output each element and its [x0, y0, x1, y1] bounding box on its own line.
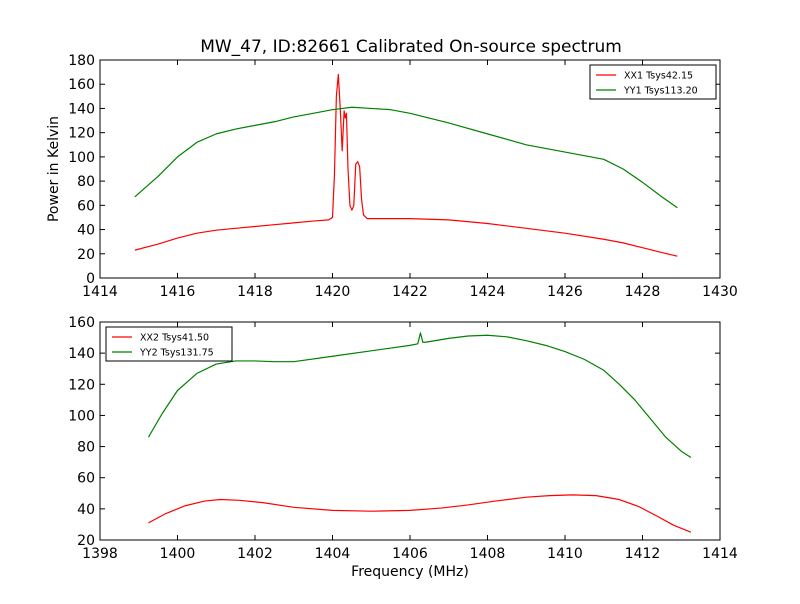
x-tick-label: 1404: [315, 546, 351, 562]
chart-title: MW_47, ID:82661 Calibrated On-source spe…: [200, 37, 622, 57]
legend: XX2 Tsys41.50 YY2 Tsys131.75: [105, 326, 233, 362]
bottom-panel: 1398 1400 1402 1404 1406 1408 1410 1412 1414 20 40…: [68, 315, 738, 562]
series-line-1: [134, 73, 678, 257]
x-tick-label: 1414: [702, 546, 738, 562]
top-panel: 1414 1416 1418 1420 1422 1424 1426 1428 1430 0 20 4…: [68, 53, 738, 300]
y-tick-label: 100: [68, 408, 95, 424]
y-tick-label: 140: [68, 346, 95, 362]
series-line-2: [134, 106, 678, 209]
y-tick-label: 60: [77, 198, 95, 214]
legend-label-2: YY1 Tsys113.20: [623, 86, 698, 97]
y-tick-label: 40: [77, 223, 95, 239]
x-tick-label: 1400: [160, 546, 196, 562]
legend-box: [589, 64, 717, 100]
y-tick-label: 120: [68, 126, 95, 142]
x-axis-label: Frequency (MHz): [351, 564, 469, 580]
y-tick-label: 160: [68, 315, 95, 331]
y-tick-label: 60: [77, 471, 95, 487]
x-tick-label: 1406: [392, 546, 428, 562]
legend-label-2: YY2 Tsys131.75: [139, 348, 214, 359]
y-axis-label: Power in Kelvin: [46, 116, 62, 222]
x-tick-label: 1428: [625, 284, 661, 300]
legend-box: [105, 326, 233, 362]
y-tick-label: 20: [77, 533, 95, 549]
x-tick-label: 1412: [625, 546, 661, 562]
y-tick-label: 0: [86, 271, 95, 287]
series-line-1: [148, 494, 692, 533]
x-tick-label: 1424: [470, 284, 506, 300]
y-tick-label: 20: [77, 247, 95, 263]
x-tick-label: 1402: [237, 546, 273, 562]
x-tick-label: 1420: [315, 284, 351, 300]
y-tick-label: 80: [77, 174, 95, 190]
y-tick-label: 140: [68, 101, 95, 117]
x-tick-label: 1416: [160, 284, 196, 300]
y-tick-label: 100: [68, 150, 95, 166]
x-tick-label: 1398: [82, 546, 118, 562]
legend-label-1: XX1 Tsys42.15: [624, 71, 693, 82]
y-tick-label: 40: [77, 502, 95, 518]
x-tick-label: 1408: [470, 546, 506, 562]
x-tick-label: 1426: [547, 284, 583, 300]
x-tick-label: 1418: [237, 284, 273, 300]
x-tick-label: 1410: [547, 546, 583, 562]
x-tick-label: 1430: [702, 284, 738, 300]
y-tick-label: 180: [68, 53, 95, 69]
legend-label-1: XX2 Tsys41.50: [140, 333, 209, 344]
series-line-2: [147, 332, 692, 458]
y-tick-label: 120: [68, 377, 95, 393]
legend: XX1 Tsys42.15 YY1 Tsys113.20: [589, 64, 717, 100]
x-tick-label: 1422: [392, 284, 428, 300]
x-tick-label: 1414: [82, 284, 118, 300]
y-tick-label: 160: [68, 77, 95, 93]
y-tick-label: 80: [77, 440, 95, 456]
